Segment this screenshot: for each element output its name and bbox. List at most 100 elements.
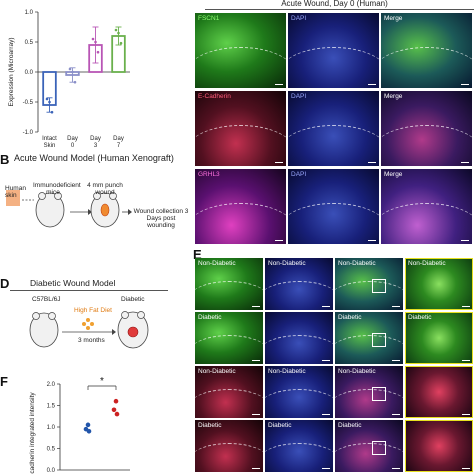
tissue-border-dashed [335, 281, 403, 310]
mouse-3 [29, 312, 59, 348]
y-tick-label: -0.5 [23, 100, 34, 106]
panel-d-letter: D [0, 276, 10, 291]
diet-pellet [86, 326, 90, 330]
scale-bar [392, 305, 400, 307]
x-tick-label: Day [90, 136, 101, 142]
punch-label: 4 mm punch wound [87, 182, 123, 196]
micrograph-e-1-1: Non-Diabetic [195, 258, 263, 310]
data-point [119, 41, 123, 45]
micrograph-label: Diabetic [408, 314, 432, 321]
data-point [96, 50, 100, 54]
data-point [48, 100, 51, 104]
panel-b-title: Acute Wound Model (Human Xenograft) [14, 153, 174, 163]
mice-label: Immunodeficient mice [33, 182, 81, 196]
micrograph-label: Non-Diabetic [338, 368, 376, 375]
data-point [94, 40, 97, 44]
zoom-region-box [372, 332, 387, 347]
tissue-border-dashed [195, 443, 263, 472]
tissue-border-dashed [381, 46, 472, 88]
micrograph-label: DAPI [291, 15, 307, 22]
micrograph-e-2-4: Diabetic [405, 312, 473, 364]
micrograph-label: E-Cadherin [198, 93, 231, 100]
scale-bar [462, 359, 470, 361]
tissue-border-dashed [265, 389, 333, 418]
micrograph-label: Diabetic [198, 422, 222, 429]
mouse-3-ear-2 [48, 312, 56, 320]
x-tick-label: Intact [42, 136, 57, 142]
scale-bar [322, 305, 330, 307]
significance-star: * [100, 376, 104, 387]
data-point [114, 411, 120, 417]
y-tick-label: 0.0 [25, 70, 34, 76]
diet-pellet [90, 322, 94, 326]
data-point [86, 429, 92, 434]
micrograph-e-4-2: Diabetic [265, 420, 333, 472]
x-tick-label: Day [113, 136, 124, 142]
scale-bar [392, 359, 400, 361]
mouse-2-ear-2 [109, 192, 117, 200]
data-point [113, 398, 119, 404]
scale-bar [322, 413, 330, 415]
micrograph-label: Non-Diabetic [408, 260, 446, 267]
collection-label: Wound collection 3 Days post wounding [133, 208, 189, 229]
diet-pellet [86, 318, 90, 322]
micrograph-e-3-3: Non-Diabetic [335, 366, 403, 418]
tissue-border-dashed [195, 281, 263, 310]
micrograph-e-1-3: Non-Diabetic [335, 258, 403, 310]
micrograph-e-3-2: Non-Diabetic [265, 366, 333, 418]
micrograph-3-1: GRHL3 [195, 169, 286, 244]
micrograph-label: Non-Diabetic [338, 260, 376, 267]
mouse-2-ear [93, 192, 101, 200]
micrograph-3-2: DAPI [288, 169, 379, 244]
scale-bar [322, 359, 330, 361]
micrograph-label: Diabetic [198, 314, 222, 321]
panel-a-chart: -1.0 -0.5 0.0 0.5 1.0 Expression (Microarray)… [8, 10, 130, 149]
panel-d-diagram [29, 311, 149, 349]
tissue-border-dashed [381, 124, 472, 166]
panel-f-chart: 0.0 0.5 1.0 1.5 2.0 cadherin integrated inten… [29, 376, 130, 474]
mouse-1 [35, 192, 65, 228]
scale-bar [252, 305, 260, 307]
panel-f-letter: F [0, 374, 8, 389]
tissue-border-dashed [335, 443, 403, 472]
x-tick-label: Skin [44, 143, 56, 149]
scale-bar [392, 467, 400, 469]
scale-bar [368, 239, 376, 241]
data-point [68, 67, 72, 71]
micrograph-label: DAPI [291, 171, 307, 178]
duration-label: 3 months [78, 337, 105, 344]
micrograph-grid-a: FSCN1 DAPI Merge E-Cadherin DAPI Merge GRHL3 DA… [195, 13, 474, 245]
tissue-border-dashed [195, 335, 263, 364]
header-rule [205, 9, 474, 10]
data-point [91, 37, 95, 41]
result-label: Diabetic [121, 296, 145, 303]
data-point [50, 110, 54, 114]
scale-bar [462, 305, 470, 307]
tissue-border-dashed [288, 124, 379, 166]
data-point [114, 28, 118, 32]
x-tick-label: 0 [71, 143, 75, 149]
micrograph-label: Non-Diabetic [268, 260, 306, 267]
tissue-border-dashed [265, 281, 333, 310]
micrograph-e-1-2: Non-Diabetic [265, 258, 333, 310]
diabetic-wound [127, 326, 139, 338]
tissue-border-dashed [195, 46, 286, 88]
tissue-border-dashed [195, 202, 286, 244]
y-tick-label: 1.0 [47, 425, 56, 431]
micrograph-e-4-1: Diabetic [195, 420, 263, 472]
y-tick-label: 0.5 [25, 40, 34, 46]
micrograph-label: Diabetic [338, 422, 362, 429]
tissue-border-dashed [335, 389, 403, 418]
arrowhead-4 [112, 329, 116, 335]
micrograph-label: Diabetic [268, 422, 292, 429]
micrograph-label: Non-Diabetic [268, 368, 306, 375]
tissue-border-dashed [265, 335, 333, 364]
micrograph-label: FSCN1 [198, 15, 220, 22]
scale-bar [252, 467, 260, 469]
tissue-border-dashed [288, 46, 379, 88]
x-tick-label: 7 [117, 143, 121, 149]
scale-bar [275, 239, 283, 241]
panel-a-right-title: Acute Wound, Day 0 (Human) [281, 0, 388, 8]
micrograph-label: Non-Diabetic [198, 260, 236, 267]
zoom-region-box [372, 440, 387, 455]
